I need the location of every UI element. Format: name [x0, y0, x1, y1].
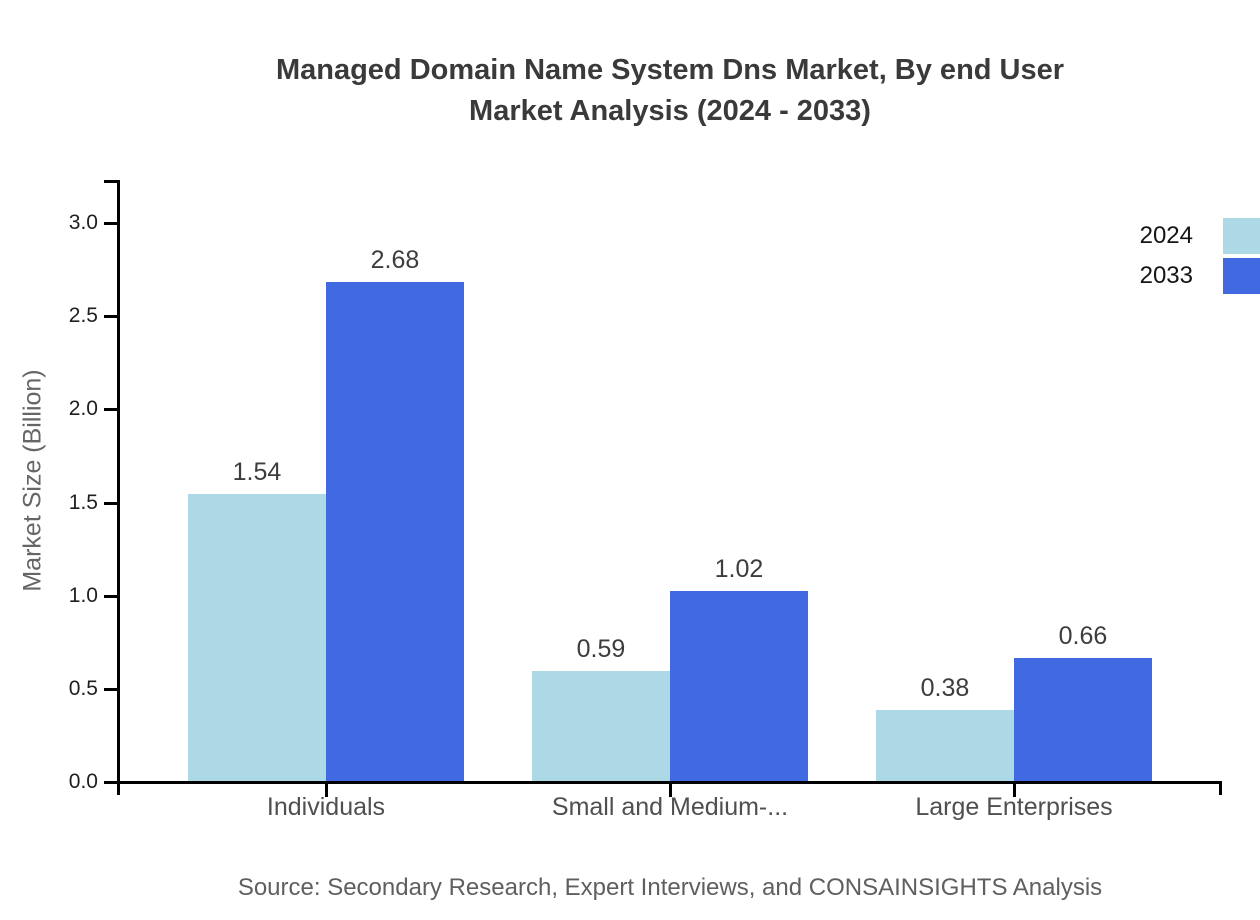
y-tick-0-5	[104, 688, 118, 691]
category-label-individuals: Individuals	[266, 793, 386, 821]
y-tick-label-2-5: 2.5	[68, 304, 98, 327]
chart-title: Managed Domain Name System Dns Market, B…	[80, 50, 1260, 132]
legend-label-2024: 2024	[1139, 222, 1193, 249]
legend-item-2024: 2024	[1140, 218, 1260, 254]
legend: 2024 2033	[1140, 218, 1260, 298]
value-label-2024-individuals: 1.54	[232, 458, 282, 486]
y-tick-label-0-5: 0.5	[68, 677, 98, 700]
y-axis-top-cap	[104, 180, 118, 183]
value-label-2033-small-and-medium: 1.02	[714, 555, 764, 583]
bar-2033-small-and-medium	[670, 591, 808, 781]
y-tick-2-0	[104, 408, 118, 411]
value-label-2024-small-and-medium: 0.59	[576, 635, 626, 663]
chart-title-line1: Managed Domain Name System Dns Market, B…	[275, 54, 1065, 86]
bar-2024-large-enterprises	[876, 710, 1014, 781]
category-label-large-enterprises: Large Enterprises	[915, 793, 1113, 821]
bar-2024-small-and-medium	[532, 671, 670, 781]
y-tick-1-0	[104, 595, 118, 598]
y-tick-label-1-0: 1.0	[68, 584, 98, 607]
y-tick-3-0	[104, 222, 118, 225]
x-tick-individuals	[325, 781, 328, 797]
x-axis-right-end-tick	[1219, 781, 1222, 795]
legend-item-2033: 2033	[1140, 258, 1260, 294]
value-label-2033-large-enterprises: 0.66	[1058, 622, 1108, 650]
bar-2033-individuals	[326, 282, 464, 781]
category-label-small-and-medium: Small and Medium-...	[551, 793, 789, 821]
bar-2033-large-enterprises	[1014, 658, 1152, 781]
y-tick-0-0	[104, 781, 118, 784]
source-note: Source: Secondary Research, Expert Inter…	[237, 874, 1103, 901]
x-axis-left-end-tick	[117, 781, 120, 795]
y-tick-1-5	[104, 502, 118, 505]
x-tick-small-and-medium	[669, 781, 672, 797]
legend-swatch-2033	[1223, 258, 1260, 294]
legend-swatch-2024	[1223, 218, 1260, 254]
value-label-2033-individuals: 2.68	[370, 246, 420, 274]
y-tick-label-1-5: 1.5	[68, 491, 98, 514]
y-axis-spine	[117, 180, 120, 784]
y-tick-label-2-0: 2.0	[68, 397, 98, 420]
value-label-2024-large-enterprises: 0.38	[920, 674, 970, 702]
legend-label-2033: 2033	[1139, 262, 1193, 289]
bar-2024-individuals	[188, 494, 326, 781]
y-tick-2-5	[104, 315, 118, 318]
y-tick-label-0-0: 0.0	[68, 770, 98, 793]
y-tick-label-3-0: 3.0	[68, 211, 98, 234]
x-tick-large-enterprises	[1013, 781, 1016, 797]
chart-title-line2: Market Analysis (2024 - 2033)	[469, 95, 871, 127]
